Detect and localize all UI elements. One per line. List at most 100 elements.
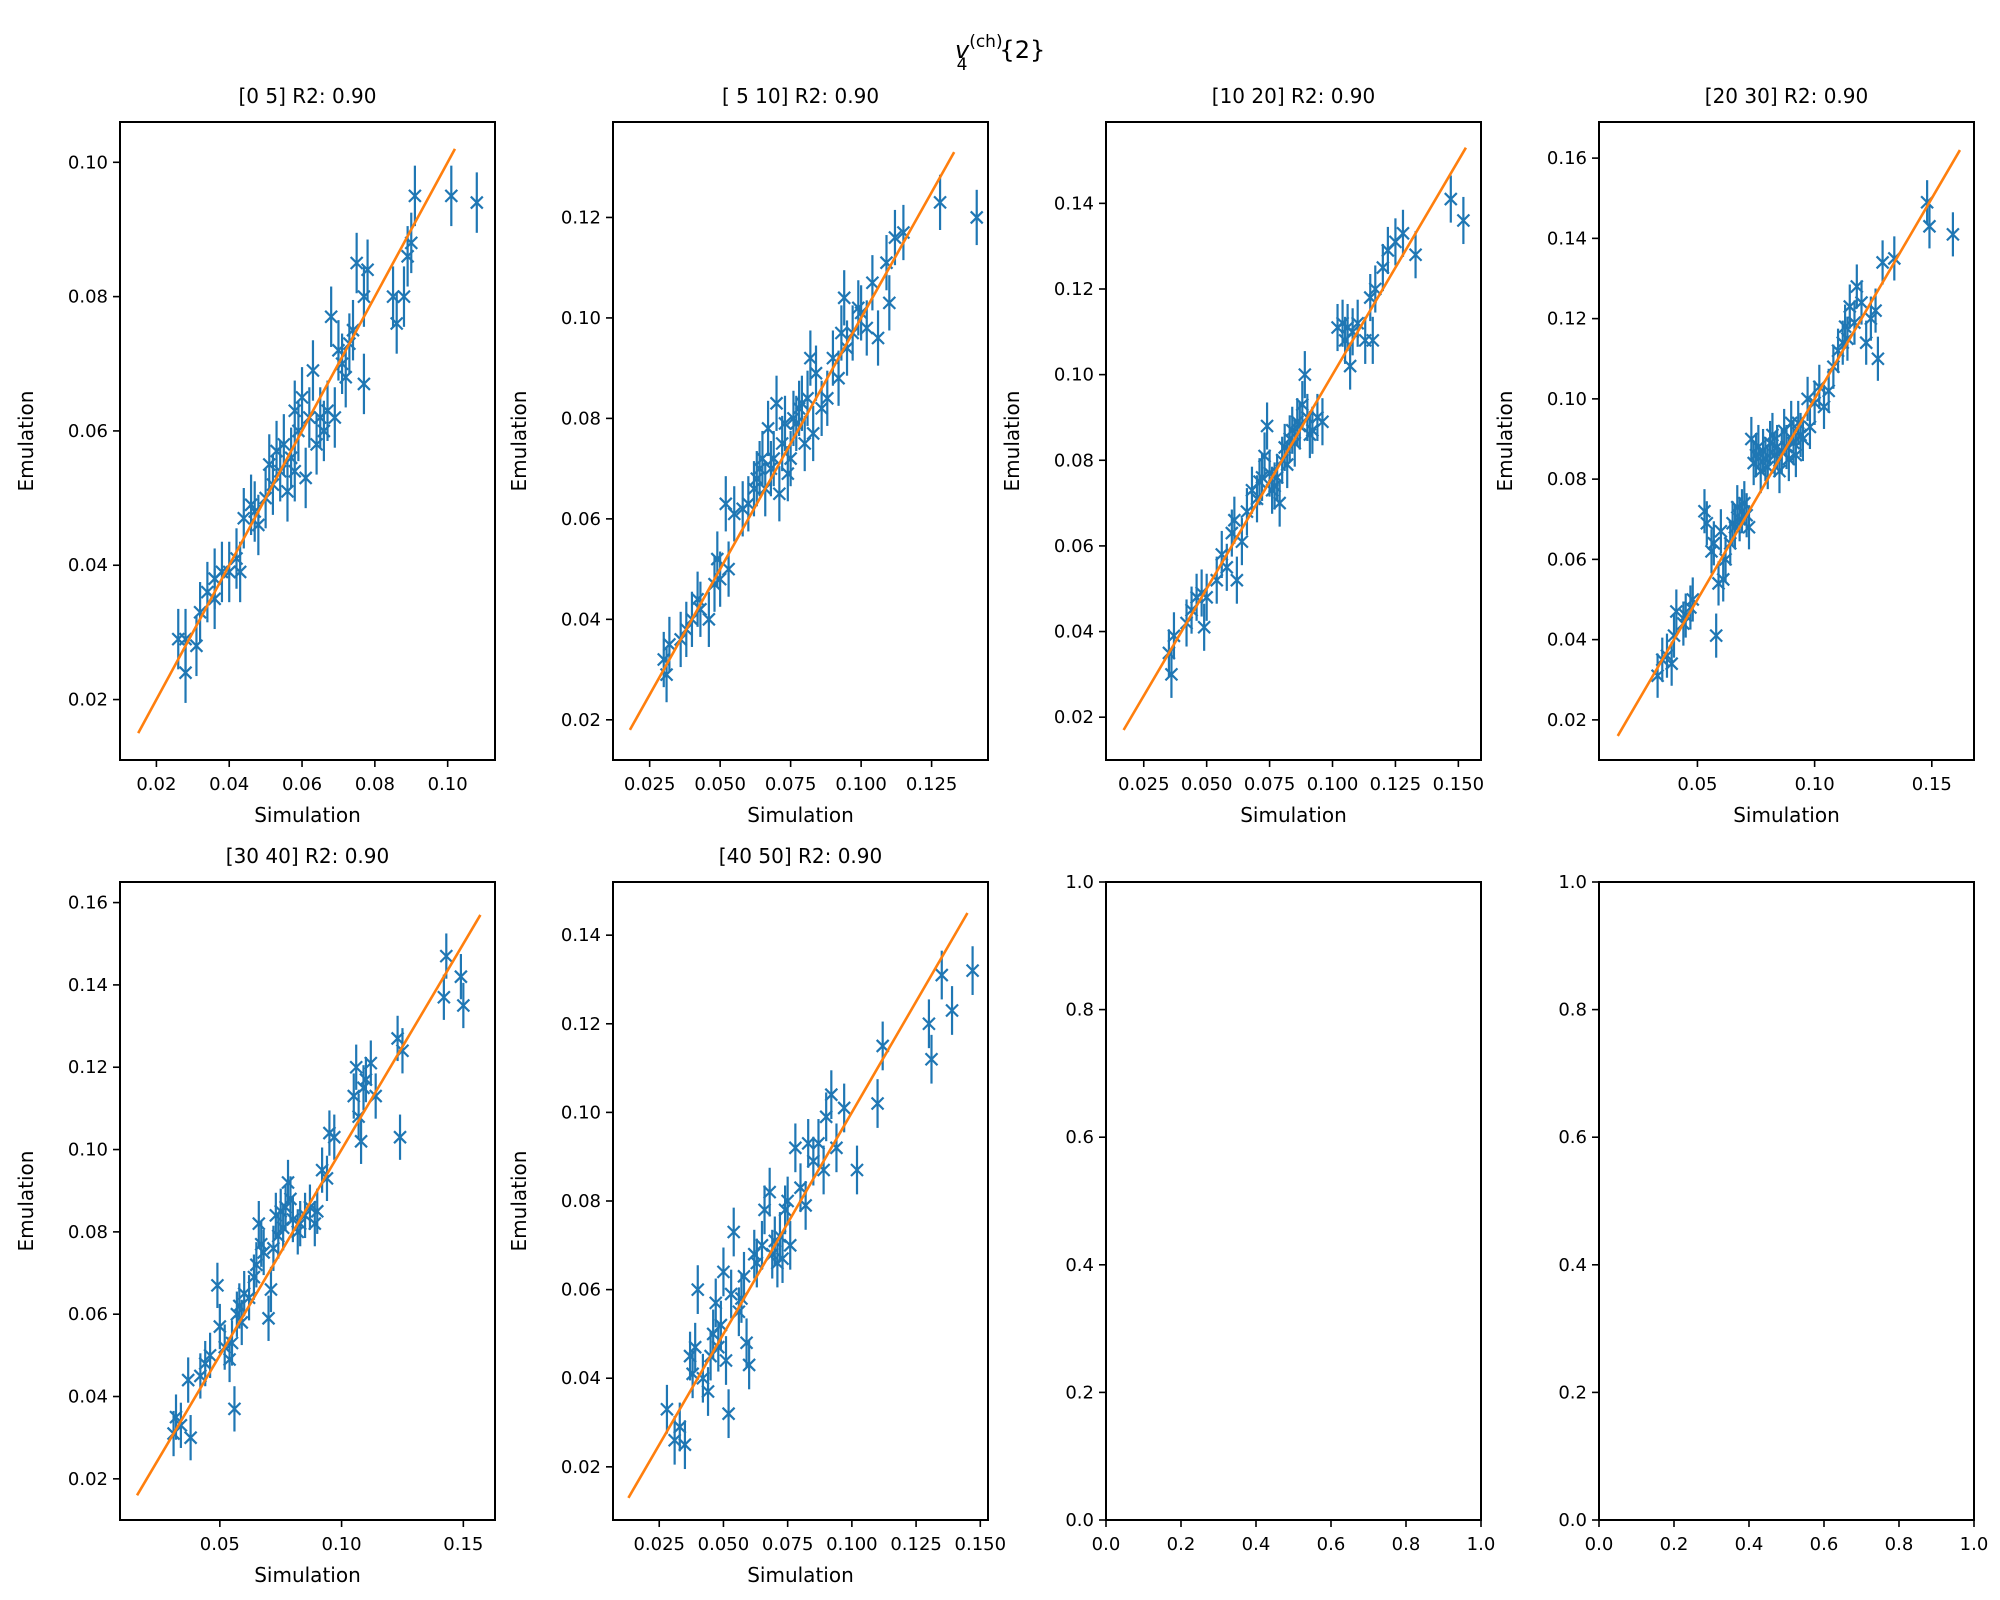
marker-stroke	[1922, 219, 1937, 234]
x-tick-label: 0.050	[698, 1534, 750, 1555]
subplot-2: 0.025 0.050 0.075 0.100 0.125 0.02 0.04 0.06 0.0…	[507, 84, 989, 827]
y-tick-label: 0.12	[68, 1057, 108, 1078]
marker-stroke	[762, 1185, 777, 1199]
marker-stroke	[727, 507, 742, 521]
x-tick-label: 0.06	[282, 774, 322, 795]
data-point	[969, 210, 984, 225]
data-point	[1875, 255, 1890, 270]
data-point	[850, 1163, 864, 1177]
subplot-6: 0.025 0.050 0.075 0.100 0.125 0.150 0.02 0.04 0.…	[507, 844, 1006, 1587]
marker-stroke	[1230, 573, 1244, 587]
data-point	[393, 1130, 407, 1144]
marker-stroke	[797, 436, 812, 451]
data-point	[1714, 524, 1728, 539]
marker-stroke	[1272, 496, 1287, 510]
data-point	[178, 632, 193, 646]
y-tick-label: 0.16	[68, 893, 108, 914]
data-point	[924, 1052, 939, 1066]
marker-stroke	[283, 1192, 298, 1206]
marker-stroke	[1664, 656, 1679, 671]
marker-stroke	[726, 1225, 741, 1239]
y-tick-label: 0.08	[1054, 450, 1094, 471]
figure-title-base: v	[955, 36, 970, 64]
data-point	[778, 416, 792, 431]
data-point	[772, 486, 787, 501]
marker-stroke	[1456, 213, 1471, 228]
marker-stroke	[710, 552, 725, 566]
marker-stroke	[761, 421, 775, 436]
data-point	[814, 401, 829, 416]
marker-stroke	[882, 296, 897, 310]
data-point	[1444, 192, 1458, 206]
marker-stroke	[1225, 526, 1239, 540]
data-point	[762, 1185, 777, 1199]
data-point	[1700, 516, 1714, 531]
x-axis-label: Simulation	[254, 1563, 361, 1587]
marker-stroke	[871, 331, 885, 345]
x-tick-label: 0.6	[1810, 1534, 1839, 1555]
y-tick-label: 0.06	[1054, 536, 1094, 557]
marker-stroke	[1343, 359, 1357, 373]
marker-stroke	[213, 1319, 227, 1334]
data-point	[1697, 504, 1712, 518]
subplot-title: [ 5 10] R2: 0.90	[722, 84, 879, 108]
data-point	[1456, 213, 1471, 228]
x-tick-label: 0.050	[1181, 774, 1233, 795]
data-point	[710, 552, 725, 566]
marker-stroke	[356, 1081, 371, 1095]
subplot-5: 0.05 0.10 0.15 0.02 0.04 0.06 0.08 0.10 0.12 0.14…	[14, 844, 496, 1587]
marker-stroke	[673, 1420, 687, 1434]
marker-stroke	[1707, 536, 1721, 551]
y-tick-label: 0.06	[561, 509, 601, 530]
data-point	[295, 390, 309, 405]
data-point	[945, 1003, 959, 1018]
y-tick-label: 0.04	[68, 1387, 108, 1408]
x-axis-label: Simulation	[1240, 803, 1347, 827]
data-points	[171, 165, 484, 703]
data-point	[702, 612, 716, 627]
data-point	[834, 326, 849, 340]
marker-stroke	[1164, 667, 1179, 682]
marker-stroke	[1298, 367, 1312, 382]
marker-stroke	[888, 230, 902, 245]
data-point	[397, 289, 411, 304]
y-tick-label: 0.10	[561, 1102, 601, 1123]
y-tick-label: 0.8	[1065, 1000, 1094, 1021]
marker-stroke	[281, 1175, 295, 1190]
y-tick-label: 0.04	[561, 1368, 601, 1389]
data-point	[327, 1130, 342, 1144]
data-point	[673, 1420, 687, 1434]
data-point	[454, 969, 468, 984]
marker-stroke	[256, 1245, 271, 1260]
y-tick-label: 0.10	[561, 308, 601, 329]
data-point	[181, 1373, 195, 1387]
data-point	[439, 949, 454, 963]
y-tick-label: 0.10	[1547, 389, 1587, 410]
marker-stroke	[806, 1154, 821, 1168]
marker-stroke	[713, 572, 727, 586]
marker-stroke	[724, 1287, 738, 1301]
data-point	[210, 1278, 225, 1293]
marker-stroke	[1280, 457, 1294, 472]
x-tick-label: 0.10	[428, 774, 468, 795]
data-point	[287, 464, 302, 478]
data-point	[811, 1136, 826, 1151]
marker-stroke	[1315, 414, 1330, 429]
marker-stroke	[778, 1203, 792, 1217]
x-tick-label: 0.10	[322, 1534, 362, 1555]
marker-stroke	[251, 518, 266, 532]
y-tick-label: 0.02	[561, 1457, 601, 1478]
marker-stroke	[850, 1163, 864, 1177]
y-axis-label: Emulation	[14, 1151, 38, 1252]
data-point	[354, 1134, 368, 1149]
data-point	[708, 1296, 723, 1310]
y-tick-label: 0.08	[68, 1222, 108, 1243]
y-tick-label: 0.08	[561, 1191, 601, 1212]
marker-stroke	[1260, 419, 1274, 433]
data-point	[252, 1216, 266, 1231]
y-axis-label: Emulation	[507, 1151, 531, 1252]
data-point	[281, 1175, 295, 1190]
data-point	[870, 1096, 885, 1111]
data-point	[683, 1349, 697, 1363]
x-tick-label: 0.4	[1242, 1534, 1271, 1555]
